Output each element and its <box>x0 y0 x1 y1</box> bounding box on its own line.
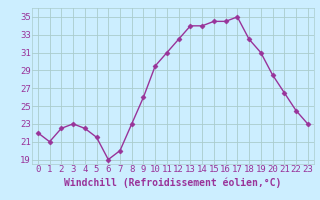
X-axis label: Windchill (Refroidissement éolien,°C): Windchill (Refroidissement éolien,°C) <box>64 177 282 188</box>
